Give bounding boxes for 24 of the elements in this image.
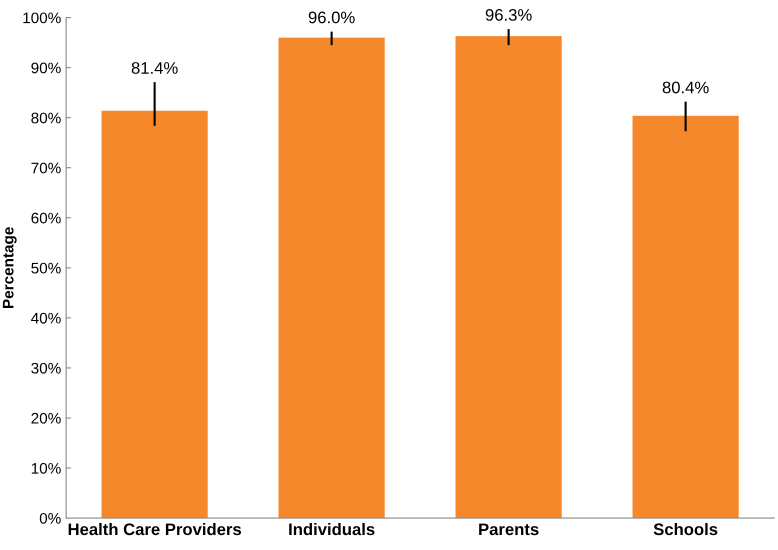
x-tick-label: Health Care Providers <box>68 522 242 536</box>
y-tick-label: 20% <box>31 412 61 424</box>
bar <box>632 116 739 518</box>
y-axis-title: Percentage <box>2 227 17 308</box>
y-tick-label: 90% <box>31 62 61 74</box>
x-tick-label: Parents <box>479 524 539 536</box>
x-tick-label: Schools <box>654 522 718 536</box>
y-tick-label: 0% <box>40 512 61 524</box>
y-tick-label: 50% <box>31 262 61 274</box>
y-tick-label: 100% <box>23 12 61 24</box>
data-label: 80.4% <box>662 82 709 94</box>
y-tick-label: 80% <box>31 112 61 124</box>
y-tick-label: 60% <box>31 212 61 224</box>
y-tick-label: 40% <box>31 312 61 324</box>
bar <box>278 38 385 518</box>
bar <box>102 110 208 518</box>
y-tick-label: 10% <box>32 462 61 474</box>
y-tick-label: 70% <box>31 162 61 174</box>
data-label: 81.4% <box>132 62 178 74</box>
data-label: 96.0% <box>308 12 355 24</box>
y-tick-label: 30% <box>31 362 61 374</box>
x-tick-label: Individuals <box>289 522 374 536</box>
data-label: 96.3% <box>486 9 532 21</box>
bar <box>456 36 562 518</box>
